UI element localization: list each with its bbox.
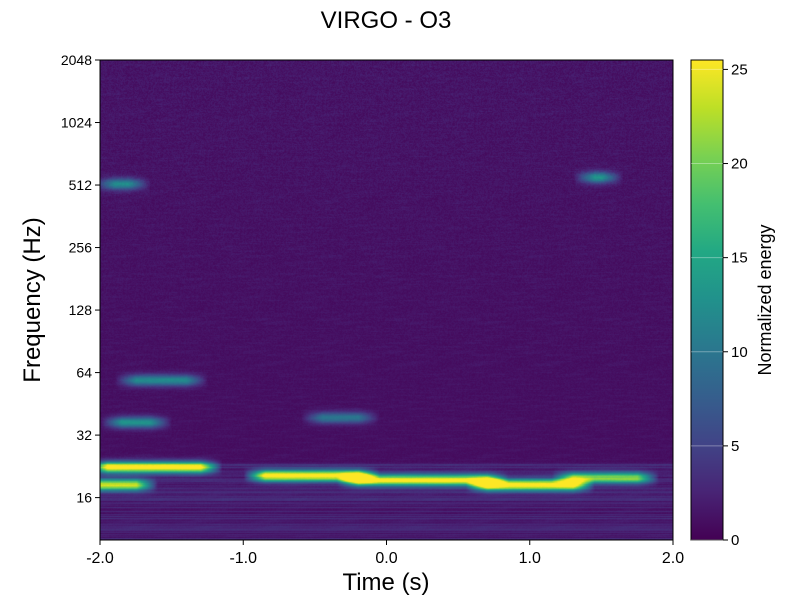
y-axis: 16 32 64 128 256 512 1024 2048 [61,52,100,506]
x-tick-label: 1.0 [519,550,541,567]
y-axis-label: Frequency (Hz) [19,217,46,382]
colorbar-tick-label: 5 [731,438,739,455]
colorbar-tick-label: 0 [731,532,739,549]
y-tick-label: 16 [76,490,92,506]
y-tick-label: 128 [69,302,93,318]
y-tick-label: 512 [69,177,93,193]
colorbar-tick-label: 25 [731,61,748,78]
y-tick-label: 1024 [61,115,92,131]
spectrogram-plot-area [99,59,674,541]
spectrogram-heatmap [100,60,673,540]
colorbar: 0 5 10 15 20 25 [690,59,748,549]
y-tick-label: 32 [76,427,92,443]
x-tick-label: 0.0 [375,550,397,567]
colorbar-tick-label: 10 [731,344,748,361]
x-tick-label: 2.0 [662,550,684,567]
y-tick-label: 256 [69,240,93,256]
x-tick-label: -2.0 [86,550,114,567]
colorbar-gradient [690,59,724,541]
colorbar-tick-label: 20 [731,156,748,173]
x-tick-label: -1.0 [229,550,257,567]
y-tick-label: 64 [76,365,92,381]
colorbar-label: Normalized energy [755,224,775,375]
colorbar-tick-label: 15 [731,250,748,267]
chart-title: VIRGO - O3 [321,7,452,34]
y-tick-label: 2048 [61,52,92,68]
x-axis: -2.0 -1.0 0.0 1.0 2.0 [86,540,684,567]
x-axis-label: Time (s) [342,569,429,596]
